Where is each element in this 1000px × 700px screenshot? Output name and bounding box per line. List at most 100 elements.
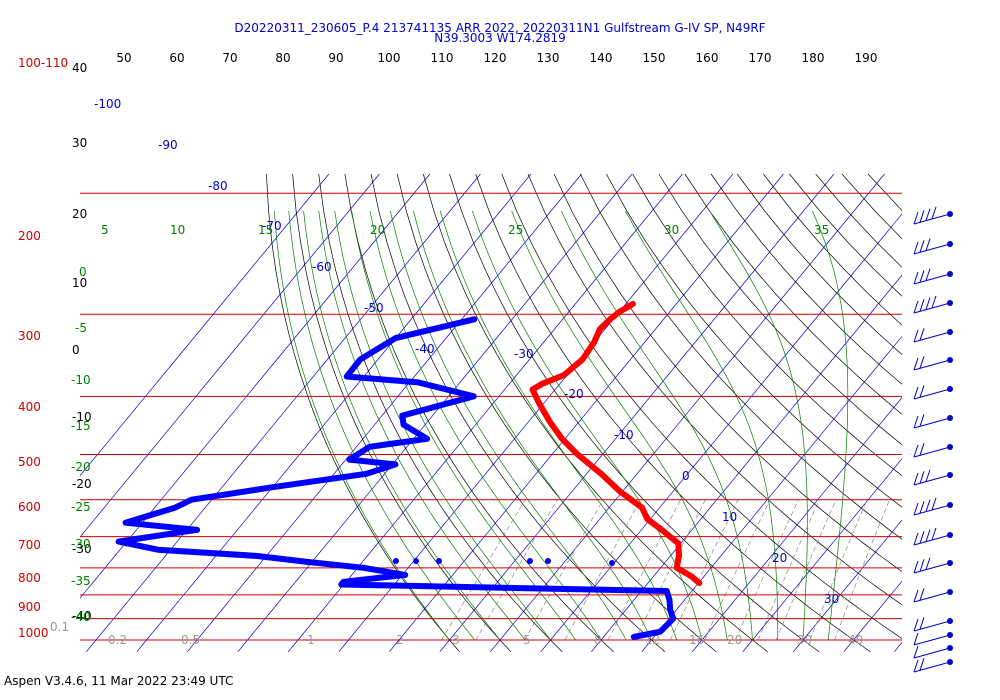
wind-barb-feather	[913, 645, 919, 659]
isotherm-line	[80, 173, 330, 477]
mixing-ratio-label: 8	[594, 633, 602, 647]
wind-barb-feather	[925, 268, 931, 281]
wind-barb-feather	[913, 386, 919, 400]
isotherm-label: -50	[364, 301, 384, 315]
moist-adiabat-label: -35	[71, 574, 91, 588]
wind-barb-staff	[913, 302, 951, 314]
wind-barb-staff	[913, 634, 951, 646]
dewpoint-point	[413, 558, 419, 564]
moist-adiabat-line	[625, 210, 779, 641]
isotherm-label: -40	[415, 342, 435, 356]
left-tick-label: 10	[72, 276, 87, 290]
wind-barbs	[913, 206, 953, 673]
wind-barb-staff	[913, 359, 951, 371]
moist-adiabat-label: -30	[71, 537, 91, 551]
left-tick-label: -20	[72, 477, 92, 491]
wind-barb-feather	[913, 357, 919, 371]
wind-barb-staff	[913, 331, 951, 343]
isotherm-label: 30	[824, 592, 839, 606]
mixing-ratio-line	[757, 499, 820, 641]
pressure-label: 500	[18, 455, 41, 469]
top-tick-label: 160	[696, 51, 719, 65]
wind-barb-staff	[913, 661, 951, 673]
dry-adiabat-line	[867, 173, 902, 212]
wind-barb-staff	[913, 417, 951, 429]
moist-adiabat-line	[334, 210, 551, 641]
dry-adiabat-line	[710, 173, 902, 385]
dry-adiabat-line	[815, 173, 902, 268]
mixing-ratio-label: 16	[689, 633, 704, 647]
dry-adiabat-line	[841, 173, 902, 240]
wind-barb-staff	[913, 446, 951, 458]
moist-adiabat-line	[560, 210, 753, 641]
moist-adiabat-label: 25	[508, 223, 523, 237]
wind-barb-feather	[925, 469, 931, 482]
mixing-ratio-label: 2	[396, 633, 404, 647]
dry-adiabat-line	[501, 173, 902, 640]
isotherm-label: 20	[772, 551, 787, 565]
wind-barb-feather	[913, 560, 919, 574]
top-tick-label: 90	[328, 51, 343, 65]
moist-adiabat-line	[439, 210, 678, 641]
wind-barb-feather	[913, 241, 919, 255]
dewpoint-point	[527, 558, 533, 564]
moist-adiabat-line	[389, 210, 627, 641]
moist-adiabat-label: 10	[170, 223, 185, 237]
left-tick-label: 20	[72, 207, 87, 221]
moist-adiabat-label: 0	[79, 265, 87, 279]
isotherm-line	[389, 173, 784, 652]
isotherm-line	[793, 519, 902, 652]
dewpoint-point	[393, 558, 399, 564]
mixing-ratio-line	[775, 499, 837, 641]
wind-barb-feather	[931, 206, 937, 220]
wind-barb-feather	[913, 502, 919, 516]
dry-adiabat-line	[449, 173, 820, 652]
moist-adiabat-label: -5	[75, 321, 87, 335]
pressure-label: 800	[18, 571, 41, 585]
top-tick-label: 150	[643, 51, 666, 65]
moist-adiabat-label: -15	[71, 419, 91, 433]
moist-adiabat-line	[288, 210, 476, 641]
isotherm-line	[945, 174, 1000, 652]
mixing-ratio-label: 0.5	[181, 633, 200, 647]
moist-adiabat-line	[413, 210, 652, 641]
wind-barb-feather	[925, 529, 931, 542]
dry-adiabat-line	[684, 173, 902, 415]
top-tick-label: 120	[484, 51, 507, 65]
wind-barb-feather	[925, 238, 931, 251]
wind-barb-feather	[913, 211, 919, 225]
moist-adiabat-label: -40	[71, 610, 91, 624]
left-tick-label: 40	[72, 61, 87, 75]
moist-adiabat-line	[351, 210, 577, 641]
moist-adiabat-label: -10	[71, 373, 91, 387]
mixing-ratio-line	[524, 499, 604, 641]
isotherm-line	[80, 173, 380, 538]
wind-barb-feather	[913, 271, 919, 285]
wind-barb-feather	[919, 658, 925, 671]
mixing-ratio-line	[441, 499, 526, 641]
mixing-ratio-label: 40	[848, 633, 863, 647]
mixing-ratio-label: 20	[727, 633, 742, 647]
pressure-label: 100-110	[18, 56, 68, 70]
dewpoint-point	[436, 558, 442, 564]
dry-adiabat-line	[658, 173, 902, 446]
wind-barb-feather	[931, 497, 937, 511]
wind-barb-feather	[913, 632, 919, 646]
wind-barb-staff	[913, 534, 951, 546]
mixing-ratio-label: 30	[797, 633, 812, 647]
wind-barb-feather	[919, 414, 925, 427]
left-tick-label: -30	[72, 542, 92, 556]
isotherm-label: -90	[158, 138, 178, 152]
wind-barb-feather	[913, 329, 919, 343]
wind-barb-feather	[925, 499, 931, 512]
pressure-label: 700	[18, 538, 41, 552]
wind-barb-feather	[913, 589, 919, 603]
wind-barb-feather	[931, 527, 937, 541]
temperature-trace	[529, 300, 703, 587]
pressure-label: 600	[18, 500, 41, 514]
isotherm-line	[692, 396, 902, 652]
left-tick-label: 30	[72, 136, 87, 150]
wind-barb-feather	[919, 471, 925, 484]
moist-adiabat-label: -25	[71, 500, 91, 514]
